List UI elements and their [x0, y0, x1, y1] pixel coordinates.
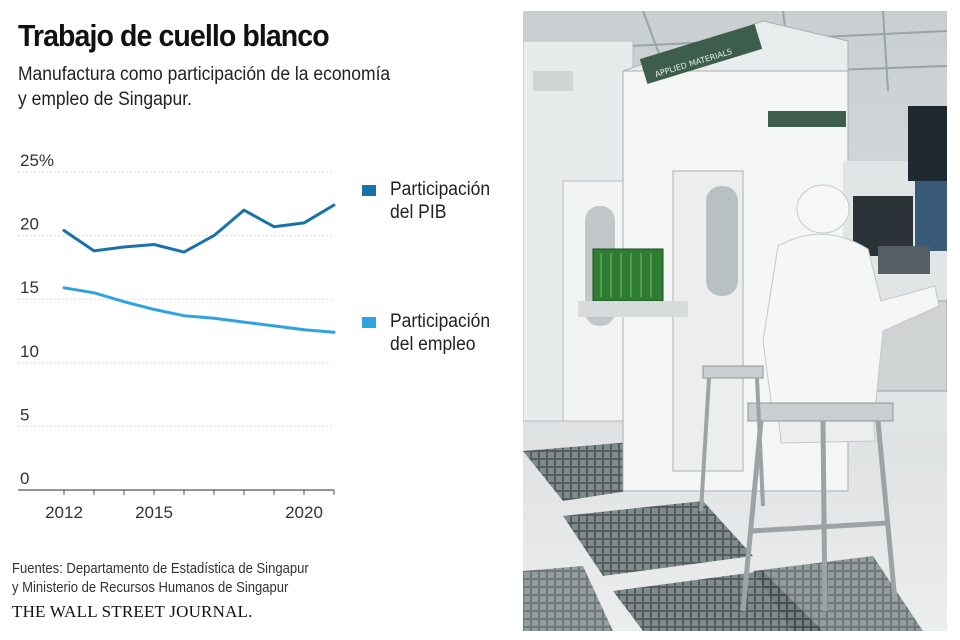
y-tick-label-5: 5 — [20, 405, 29, 424]
series-line-gdp — [62, 203, 336, 254]
y-tick-label-15: 15 — [20, 278, 39, 297]
y-tick-label-20: 20 — [20, 215, 39, 234]
x-tick-label-2020: 2020 — [285, 503, 323, 522]
legend-label-employment-line-1: Participación — [390, 311, 491, 332]
legend-label-gdp-line-1: Participación — [390, 179, 491, 200]
source-line-2: y Ministerio de Recursos Humanos de Sing… — [12, 580, 289, 596]
chart-subtitle: Manufactura como participación de la eco… — [18, 62, 404, 112]
subtitle-line-2: y empleo de Singapur. — [18, 89, 192, 110]
subtitle-line-1: Manufactura como participación de la eco… — [18, 64, 391, 85]
legend-label-employment: Participación del empleo — [390, 310, 519, 356]
legend-label-employment-line-2: del empleo — [390, 334, 476, 355]
line-chart: 0 5 10 15 20 25% 2012 2015 2020 — [18, 151, 336, 522]
x-tick-label-2012: 2012 — [45, 503, 83, 522]
chart-title: Trabajo de cuello blanco — [18, 18, 330, 53]
publisher-logo: THE WALL STREET JOURNAL. — [12, 602, 253, 621]
y-tick-label-25: 25% — [20, 151, 54, 170]
source-line-1: Fuentes: Departamento de Estadística de … — [12, 561, 309, 577]
legend-swatch-gdp — [362, 185, 376, 196]
legend-label-gdp: Participación del PIB — [390, 178, 519, 224]
chart-sources: Fuentes: Departamento de Estadística de … — [12, 560, 309, 598]
y-tick-label-0: 0 — [20, 469, 29, 488]
legend-swatch-employment — [362, 317, 376, 328]
series-line-employment — [62, 286, 336, 334]
y-tick-label-10: 10 — [20, 342, 39, 361]
cleanroom-photo-icon: APPLIED MATERIALS — [523, 11, 947, 631]
cleanroom-photo: APPLIED MATERIALS — [523, 11, 947, 631]
x-tick-label-2015: 2015 — [135, 503, 173, 522]
legend-label-gdp-line-2: del PIB — [390, 202, 447, 223]
